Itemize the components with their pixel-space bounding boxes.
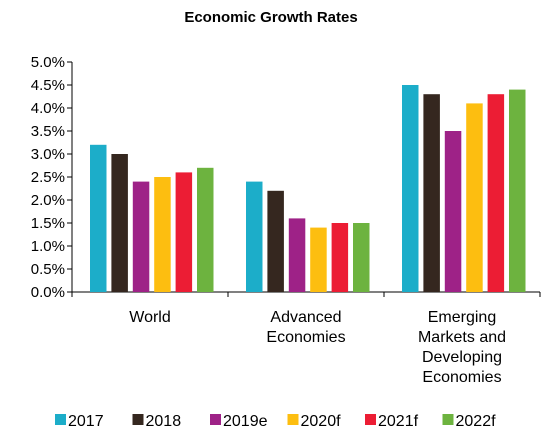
- bar: [353, 223, 370, 292]
- category-label-line: Markets and: [418, 329, 506, 346]
- bar: [509, 89, 526, 292]
- legend-swatch: [55, 414, 66, 425]
- category-label: Advanced Economies: [266, 309, 345, 346]
- category-label: World: [129, 309, 171, 326]
- legend-item: 2022f: [442, 413, 497, 430]
- category-labels: World Advanced Economies Emerging Markets an…: [129, 309, 506, 386]
- legend-swatch: [132, 414, 144, 425]
- legend-label: 2018: [146, 413, 182, 430]
- legend-label: 2021f: [378, 413, 419, 430]
- legend-swatch: [442, 414, 454, 425]
- bar: [331, 223, 349, 292]
- legend-item: 2019e: [210, 413, 268, 430]
- y-axis: 0.0% 0.5% 1.0% 1.5% 2.0% 2.5% 3.0% 3.5% 4.0% 4.5%…: [31, 54, 73, 301]
- legend-label: 2020f: [301, 413, 342, 430]
- bar: [132, 181, 150, 292]
- bar: [175, 172, 193, 292]
- category-label: Emerging Markets and Developing Economies: [418, 309, 506, 386]
- bar: [444, 131, 462, 292]
- chart-title: Economic Growth Rates: [184, 9, 357, 26]
- bar: [310, 227, 327, 292]
- bar: [154, 177, 171, 292]
- bar: [267, 190, 284, 292]
- y-tick-label: 0.0%: [31, 284, 65, 301]
- y-tick-label: 3.5%: [31, 123, 65, 140]
- y-tick-label: 1.0%: [31, 238, 65, 255]
- legend-item: 2017: [55, 413, 104, 430]
- bars: [90, 85, 526, 293]
- bar: [466, 103, 483, 293]
- legend-swatch: [210, 414, 221, 425]
- bar: [246, 181, 263, 292]
- bar: [487, 94, 505, 292]
- legend-item: 2018: [132, 413, 182, 430]
- bar: [197, 167, 214, 292]
- category-label-line: Emerging: [428, 309, 496, 326]
- y-tick-label: 4.5%: [31, 77, 65, 94]
- category-label-line: Economies: [422, 369, 501, 386]
- legend-item: 2020f: [287, 413, 342, 430]
- legend-label: 2022f: [456, 413, 497, 430]
- bar: [423, 94, 440, 292]
- legend-label: 2019e: [223, 413, 268, 430]
- category-label-line: Advanced: [270, 309, 341, 326]
- y-tick-label: 3.0%: [31, 146, 65, 163]
- y-tick-label: 5.0%: [31, 54, 65, 71]
- bar: [402, 85, 419, 292]
- category-label-line: Developing: [422, 349, 502, 366]
- bar: [111, 154, 128, 292]
- bar: [90, 144, 107, 292]
- y-tick-label: 1.5%: [31, 215, 65, 232]
- legend: 2017 2018 2019e 2020f 2021f 2022f: [55, 413, 496, 430]
- x-axis: [71, 291, 541, 297]
- legend-swatch: [365, 414, 376, 425]
- legend-swatch: [287, 414, 299, 425]
- category-label-line: World: [129, 309, 171, 326]
- category-label-line: Economies: [266, 329, 345, 346]
- y-tick-label: 4.0%: [31, 100, 65, 117]
- bar: [288, 218, 306, 292]
- legend-label: 2017: [68, 413, 104, 430]
- y-tick-label: 0.5%: [31, 261, 65, 278]
- y-tick-label: 2.5%: [31, 169, 65, 186]
- y-tick-label: 2.0%: [31, 192, 65, 209]
- legend-item: 2021f: [365, 413, 419, 430]
